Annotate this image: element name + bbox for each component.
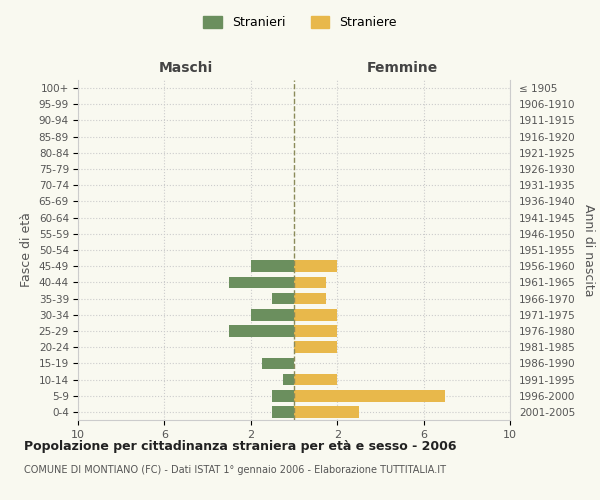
Bar <box>294 325 337 337</box>
Y-axis label: Fasce di età: Fasce di età <box>20 212 33 288</box>
Bar <box>294 374 337 386</box>
Bar <box>229 325 294 337</box>
Bar <box>294 292 326 304</box>
Bar <box>294 390 445 402</box>
Bar <box>294 309 337 320</box>
Bar <box>294 406 359 417</box>
Y-axis label: Anni di nascita: Anni di nascita <box>582 204 595 296</box>
Text: Popolazione per cittadinanza straniera per età e sesso - 2006: Popolazione per cittadinanza straniera p… <box>24 440 457 453</box>
Text: Femmine: Femmine <box>367 61 437 75</box>
Legend: Stranieri, Straniere: Stranieri, Straniere <box>198 11 402 34</box>
Text: COMUNE DI MONTIANO (FC) - Dati ISTAT 1° gennaio 2006 - Elaborazione TUTTITALIA.I: COMUNE DI MONTIANO (FC) - Dati ISTAT 1° … <box>24 465 446 475</box>
Bar <box>294 260 337 272</box>
Bar <box>283 374 294 386</box>
Text: Maschi: Maschi <box>159 61 213 75</box>
Bar <box>272 390 294 402</box>
Bar <box>251 309 294 320</box>
Bar <box>272 406 294 417</box>
Bar <box>251 260 294 272</box>
Bar <box>262 358 294 369</box>
Bar <box>272 292 294 304</box>
Bar <box>294 342 337 353</box>
Bar <box>229 276 294 288</box>
Bar <box>294 276 326 288</box>
